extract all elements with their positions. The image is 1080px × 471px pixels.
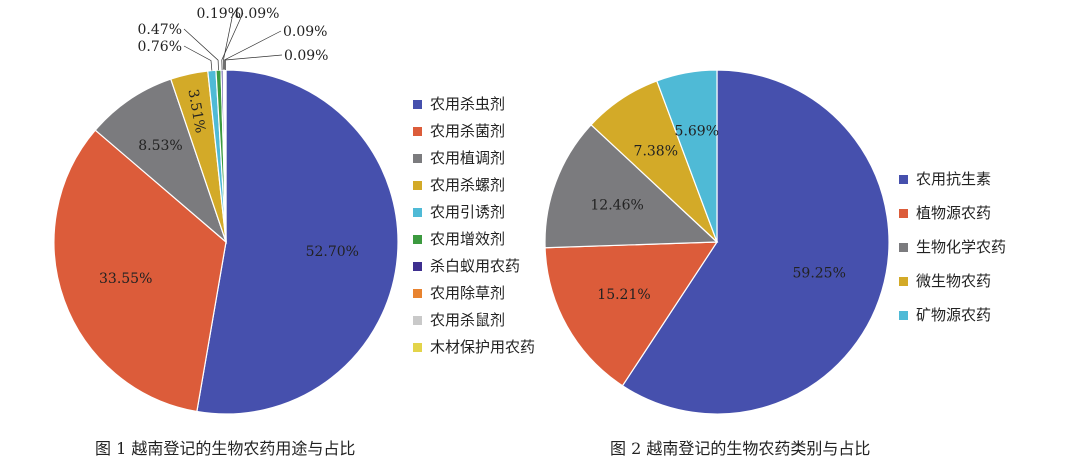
legend-label-1-9: 农用杀鼠剂 (430, 311, 505, 329)
legend-label-1-6: 农用增效剂 (430, 230, 505, 248)
legend-label-2-4: 微生物农药 (916, 272, 991, 290)
slice-label-1-2: 33.55% (99, 271, 152, 287)
legend-swatch-2-2 (899, 209, 908, 218)
legend-label-2-5: 矿物源农药 (916, 306, 991, 324)
legend-label-2-3: 生物化学农药 (916, 238, 1006, 256)
legend-swatch-2-1 (899, 175, 908, 184)
legend-label-1-1: 农用杀虫剂 (430, 95, 505, 113)
legend-label-1-3: 农用植调剂 (430, 149, 505, 167)
legend-label-1-5: 农用引诱剂 (430, 203, 505, 221)
legend-swatch-2-5 (899, 311, 908, 320)
legend-swatch-1-8 (413, 289, 422, 298)
caption-figure-1: 图 1 越南登记的生物农药用途与占比 (95, 439, 355, 458)
legend-usage: 农用杀虫剂农用杀菌剂农用植调剂农用杀螺剂农用引诱剂农用增效剂杀白蚁用农药农用除草… (413, 95, 535, 356)
slice-label-1-7: 0.19% (197, 6, 241, 22)
legend-swatch-1-9 (413, 316, 422, 325)
legend-swatch-1-5 (413, 208, 422, 217)
caption-figure-2: 图 2 越南登记的生物农药类别与占比 (610, 439, 870, 458)
legend-swatch-1-4 (413, 181, 422, 190)
legend-label-2-2: 植物源农药 (916, 204, 991, 222)
legend-swatch-2-3 (899, 243, 908, 252)
slice-1-2 (53, 129, 227, 413)
slice-label-2-4: 7.38% (634, 144, 678, 160)
slice-label-1-5: 0.76% (138, 39, 182, 55)
slice-2-1 (621, 69, 890, 415)
slice-label-2-3: 12.46% (590, 198, 643, 214)
legend-label-1-10: 木材保护用农药 (430, 338, 535, 356)
pie-chart-category: 59.25% 15.21% 12.46% 7.38% 5.69% (544, 69, 890, 415)
slice-label-2-1: 59.25% (793, 266, 846, 282)
leader-line-1-8 (223, 12, 234, 71)
slice-label-1-8: 0.09% (235, 6, 279, 22)
pie-chart-usage: 52.70%33.55%8.53%3.51%0.76%0.47%0.19%0.0… (53, 6, 399, 415)
leader-line-1-9 (224, 30, 282, 70)
slice-label-1-6: 0.47% (138, 22, 182, 38)
legend-swatch-1-3 (413, 154, 422, 163)
leader-line-1-6 (183, 28, 219, 71)
slice-label-1-9: 0.09% (283, 24, 327, 40)
legend-label-1-7: 杀白蚁用农药 (430, 257, 520, 275)
slice-2-5 (656, 69, 718, 243)
slice-1-1 (196, 69, 399, 415)
slice-label-2-2: 15.21% (597, 287, 650, 303)
legend-label-1-4: 农用杀螺剂 (430, 176, 505, 194)
leader-line-1-7 (221, 12, 244, 71)
slice-label-1-4: 3.51% (184, 88, 207, 135)
leader-line-1-10 (225, 54, 283, 70)
slice-2-2 (544, 241, 719, 387)
slice-2-3 (544, 123, 719, 249)
legend-swatch-1-7 (413, 262, 422, 271)
legend-label-1-2: 农用杀菌剂 (430, 122, 505, 140)
legend-swatch-1-1 (413, 100, 422, 109)
slice-label-1-1: 52.70% (306, 244, 359, 260)
slice-label-1-10: 0.09% (284, 48, 328, 64)
leader-line-1-5 (183, 45, 213, 71)
slice-label-1-3: 8.53% (138, 138, 182, 154)
slice-label-2-5: 5.69% (675, 123, 719, 139)
legend-swatch-1-6 (413, 235, 422, 244)
legend-label-2-1: 农用抗生素 (916, 170, 991, 188)
legend-label-1-8: 农用除草剂 (430, 284, 505, 302)
legend-swatch-1-2 (413, 127, 422, 136)
slice-1-3 (94, 78, 228, 244)
legend-swatch-1-10 (413, 343, 422, 352)
legend-swatch-2-4 (899, 277, 908, 286)
